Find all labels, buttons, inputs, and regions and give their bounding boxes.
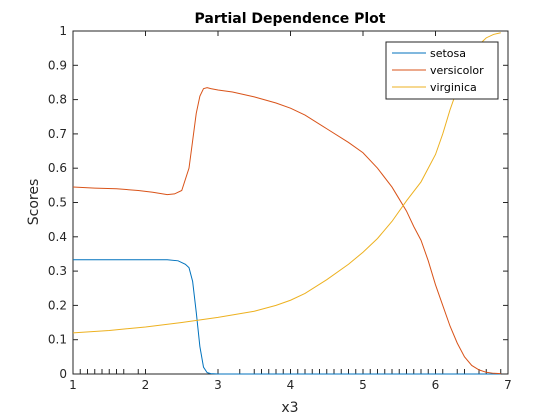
x-tick-label: 2 <box>142 378 150 392</box>
y-tick-label: 0.3 <box>48 264 67 278</box>
y-tick-label: 0.9 <box>48 58 67 72</box>
y-tick-label: 0.2 <box>48 298 67 312</box>
y-tick-label: 0.7 <box>48 127 67 141</box>
y-tick-label: 0 <box>59 367 67 381</box>
series-line-setosa <box>73 259 501 375</box>
y-tick-label: 1 <box>59 24 67 38</box>
x-tick-label: 3 <box>214 378 222 392</box>
x-axis-label: x3 <box>281 400 298 416</box>
x-tick-label: 7 <box>504 378 512 392</box>
series-line-versicolor <box>72 87 501 375</box>
legend-label-versicolor: versicolor <box>430 64 484 77</box>
y-tick-label: 0.4 <box>48 230 67 244</box>
x-tick-label: 4 <box>287 378 295 392</box>
y-tick-label: 0.6 <box>48 161 67 175</box>
y-tick-label: 0.8 <box>48 93 67 107</box>
legend-label-setosa: setosa <box>430 47 466 60</box>
legend-label-virginica: virginica <box>430 81 477 94</box>
chart-title: Partial Dependence Plot <box>195 11 386 27</box>
legend: setosa versicolor virginica <box>385 41 499 100</box>
y-tick-label: 0.5 <box>48 196 67 210</box>
y-axis-label: Scores <box>26 179 42 226</box>
x-tick-label: 1 <box>69 378 77 392</box>
y-tick-label: 0.1 <box>48 333 67 347</box>
x-tick-label: 5 <box>359 378 367 392</box>
x-tick-label: 6 <box>432 378 440 392</box>
